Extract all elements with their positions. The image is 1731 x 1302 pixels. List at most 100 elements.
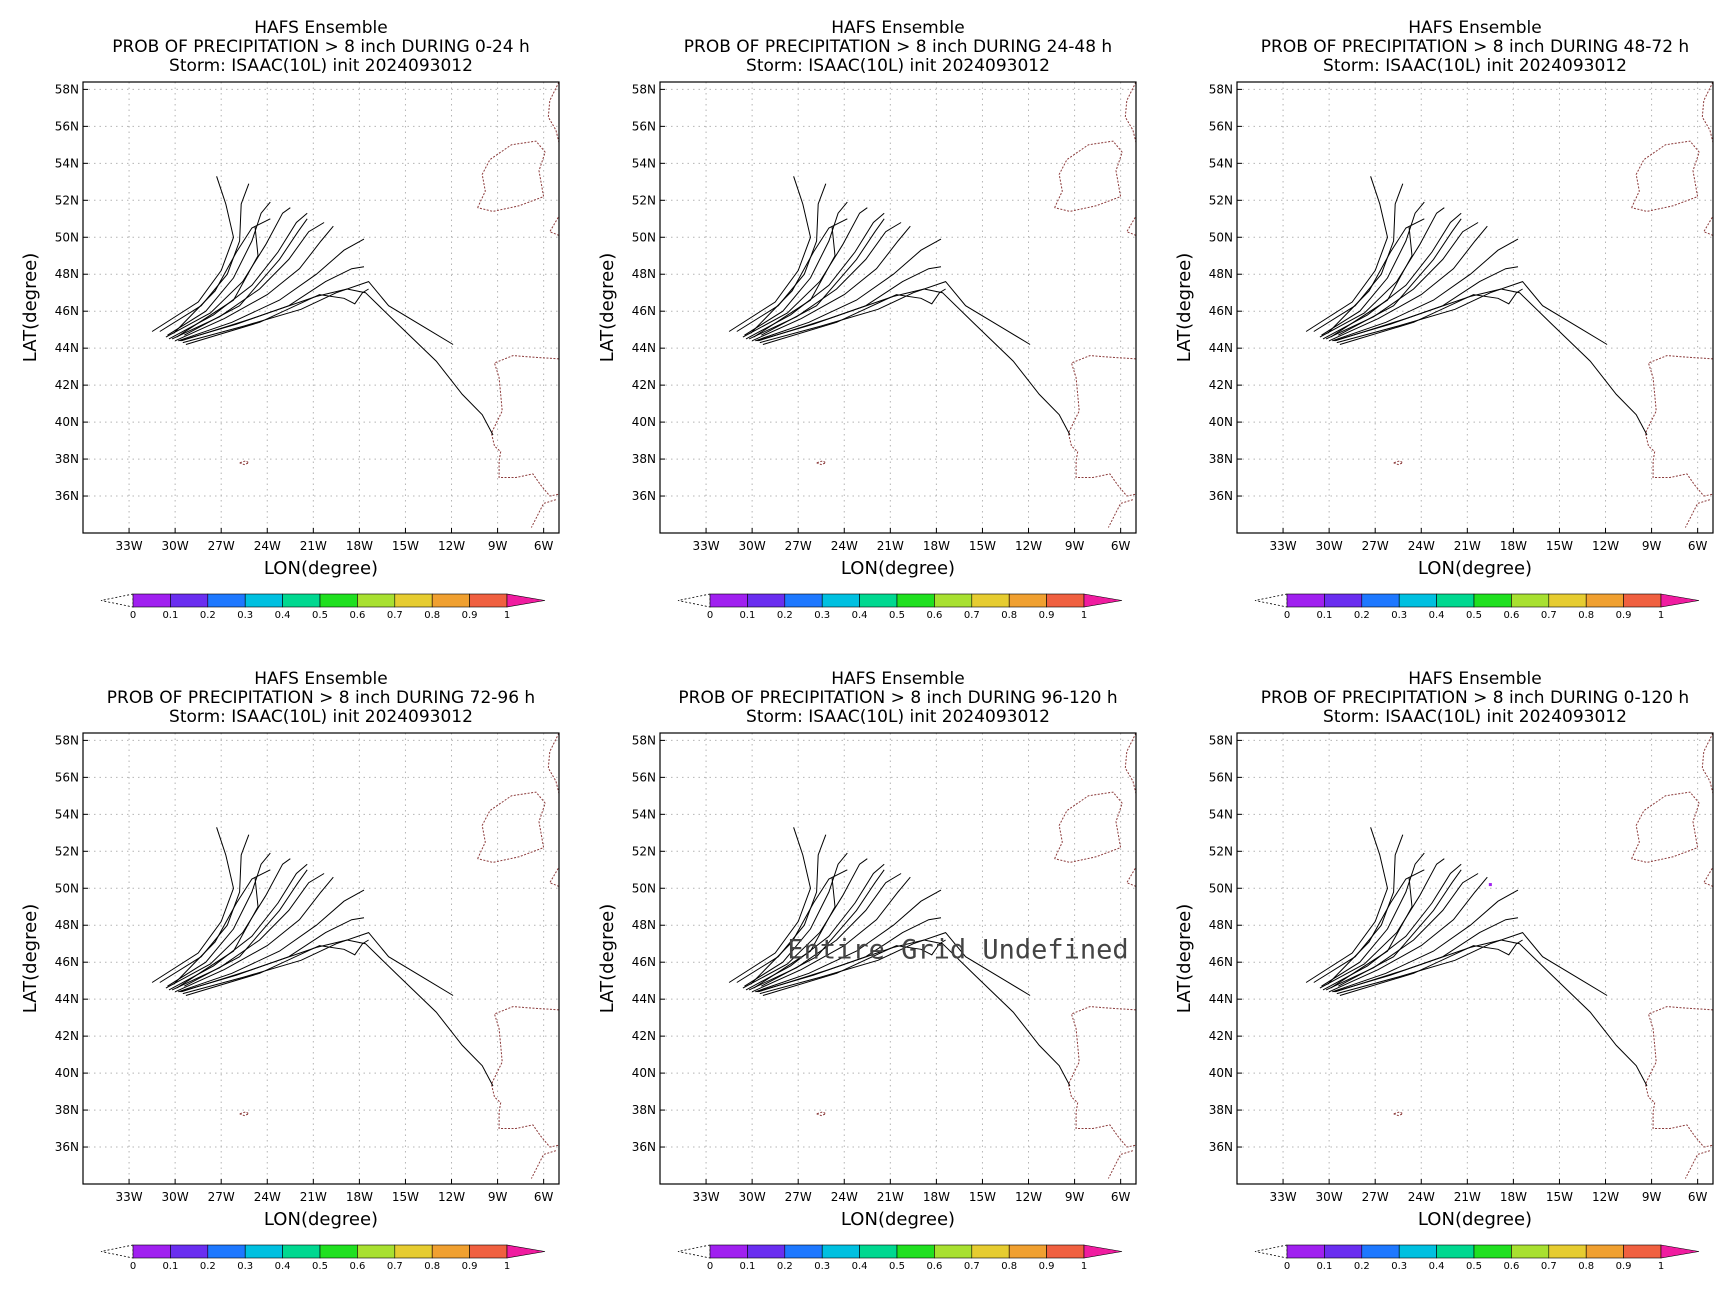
lon-tick-label: 21W: [300, 1190, 327, 1204]
map-area: [83, 82, 559, 533]
colorbar-swatch: [1008, 1244, 1047, 1259]
coastline: [558, 885, 559, 887]
lat-tick-label: 36N: [632, 489, 656, 503]
lon-tick-label: 30W: [739, 539, 766, 553]
colorbar-label: 0.7: [1541, 1261, 1557, 1272]
panel-title: HAFS Ensemble: [254, 18, 387, 38]
lat-tick-label: 58N: [55, 82, 79, 96]
lon-tick-label: 6W: [534, 1190, 554, 1204]
ensemble-track-7: [174, 876, 334, 993]
coastline: [1712, 925, 1713, 926]
colorbar-swatch: [1548, 593, 1587, 608]
colorbar-label: 0.4: [1429, 1261, 1445, 1272]
colorbar-label: 1: [1658, 610, 1664, 621]
undefined-grid-message: Entire Grid Undefined: [787, 935, 1128, 966]
coastline: [1107, 1150, 1134, 1179]
colorbar-high-arrow: [1660, 1244, 1700, 1259]
colorbar-swatch: [747, 593, 786, 608]
coastline: [239, 460, 250, 466]
lat-tick-label: 48N: [1209, 267, 1233, 281]
lat-tick-label: 54N: [632, 156, 656, 170]
lon-tick-label: 24W: [831, 1190, 858, 1204]
lon-tick-label: 27W: [208, 539, 235, 553]
ensemble-track-2: [1313, 834, 1404, 983]
ensemble-track-3: [744, 852, 848, 987]
colorbar-swatch: [1436, 1244, 1475, 1259]
map-area: [83, 733, 559, 1184]
lat-tick-label: 42N: [55, 1029, 79, 1043]
coastline: [1393, 460, 1404, 466]
coastline: [558, 234, 559, 236]
coastline: [1701, 82, 1713, 236]
colorbar-label: 0.9: [462, 610, 478, 621]
colorbar-label: 0.4: [275, 610, 291, 621]
ensemble-track-10: [759, 281, 1031, 345]
lon-tick-label: 9W: [1642, 539, 1662, 553]
colorbar-label: 0.1: [1316, 1261, 1332, 1272]
lon-tick-label: 30W: [162, 1190, 189, 1204]
map-frame: [659, 81, 1137, 534]
colorbar-label: 1: [1081, 610, 1087, 621]
ensemble-track-12: [762, 939, 946, 996]
colorbar-label: 0.3: [1391, 610, 1407, 621]
colorbar-label: 0.3: [1391, 1261, 1407, 1272]
colorbar-label: 0.1: [739, 610, 755, 621]
colorbar-swatch: [747, 1244, 786, 1259]
colorbar-swatch: [244, 593, 283, 608]
map-area: Entire Grid Undefined: [660, 733, 1136, 1184]
lon-tick-label: 27W: [208, 1190, 235, 1204]
colorbar-high-arrow: [506, 593, 546, 608]
colorbar-swatch: [319, 593, 358, 608]
coastline: [1701, 733, 1713, 887]
coastline: [239, 1111, 250, 1117]
ensemble-track-8: [755, 238, 942, 342]
lon-tick-label: 15W: [392, 1190, 419, 1204]
colorbar-low-arrow: [1254, 1244, 1288, 1259]
lat-tick-label: 40N: [632, 415, 656, 429]
colorbar-swatch: [1286, 593, 1325, 608]
coastline: [1135, 885, 1136, 887]
lat-tick-label: 38N: [632, 1103, 656, 1117]
colorbar-swatch: [859, 593, 898, 608]
coastline: [1067, 355, 1136, 497]
colorbar-label: 0.2: [777, 1261, 793, 1272]
lon-tick-label: 30W: [1316, 1190, 1343, 1204]
colorbar-swatch: [1585, 1244, 1624, 1259]
lat-tick-label: 44N: [55, 341, 79, 355]
panel-subtitle: PROB OF PRECIPITATION > 8 inch DURING 0-…: [112, 37, 530, 57]
coastline: [490, 355, 559, 497]
lon-tick-label: 30W: [739, 1190, 766, 1204]
colorbar-label: 0.7: [964, 1261, 980, 1272]
colorbar-swatch: [207, 593, 246, 608]
y-axis-label: LAT(degree): [1174, 904, 1195, 1013]
coastline: [477, 791, 546, 863]
coastline: [1107, 499, 1134, 528]
colorbar-label: 0.7: [964, 610, 980, 621]
colorbar-swatch: [282, 1244, 321, 1259]
lat-tick-label: 58N: [632, 82, 656, 96]
lat-tick-label: 46N: [1209, 304, 1233, 318]
lat-tick-label: 42N: [55, 378, 79, 392]
colorbar-swatch: [1473, 1244, 1512, 1259]
lat-tick-label: 58N: [1209, 733, 1233, 747]
lat-tick-label: 48N: [55, 918, 79, 932]
colorbar-swatch: [394, 1244, 433, 1259]
lat-tick-label: 46N: [55, 955, 79, 969]
lat-tick-label: 36N: [55, 1140, 79, 1154]
ensemble-track-3: [1321, 852, 1425, 987]
ensemble-track-14: [173, 218, 271, 334]
coastline: [1644, 355, 1713, 497]
colorbar-label: 0.3: [237, 610, 253, 621]
lon-tick-label: 33W: [1269, 1190, 1296, 1204]
ensemble-track-5: [168, 863, 308, 991]
lat-tick-label: 58N: [632, 733, 656, 747]
ensemble-track-12: [185, 939, 369, 996]
coastline: [1631, 140, 1700, 212]
lon-tick-label: 12W: [1015, 1190, 1042, 1204]
ensemble-track-10: [1336, 281, 1608, 345]
colorbar-label: 0.5: [312, 1261, 328, 1272]
coastline: [816, 460, 827, 466]
colorbar-swatch: [971, 1244, 1010, 1259]
